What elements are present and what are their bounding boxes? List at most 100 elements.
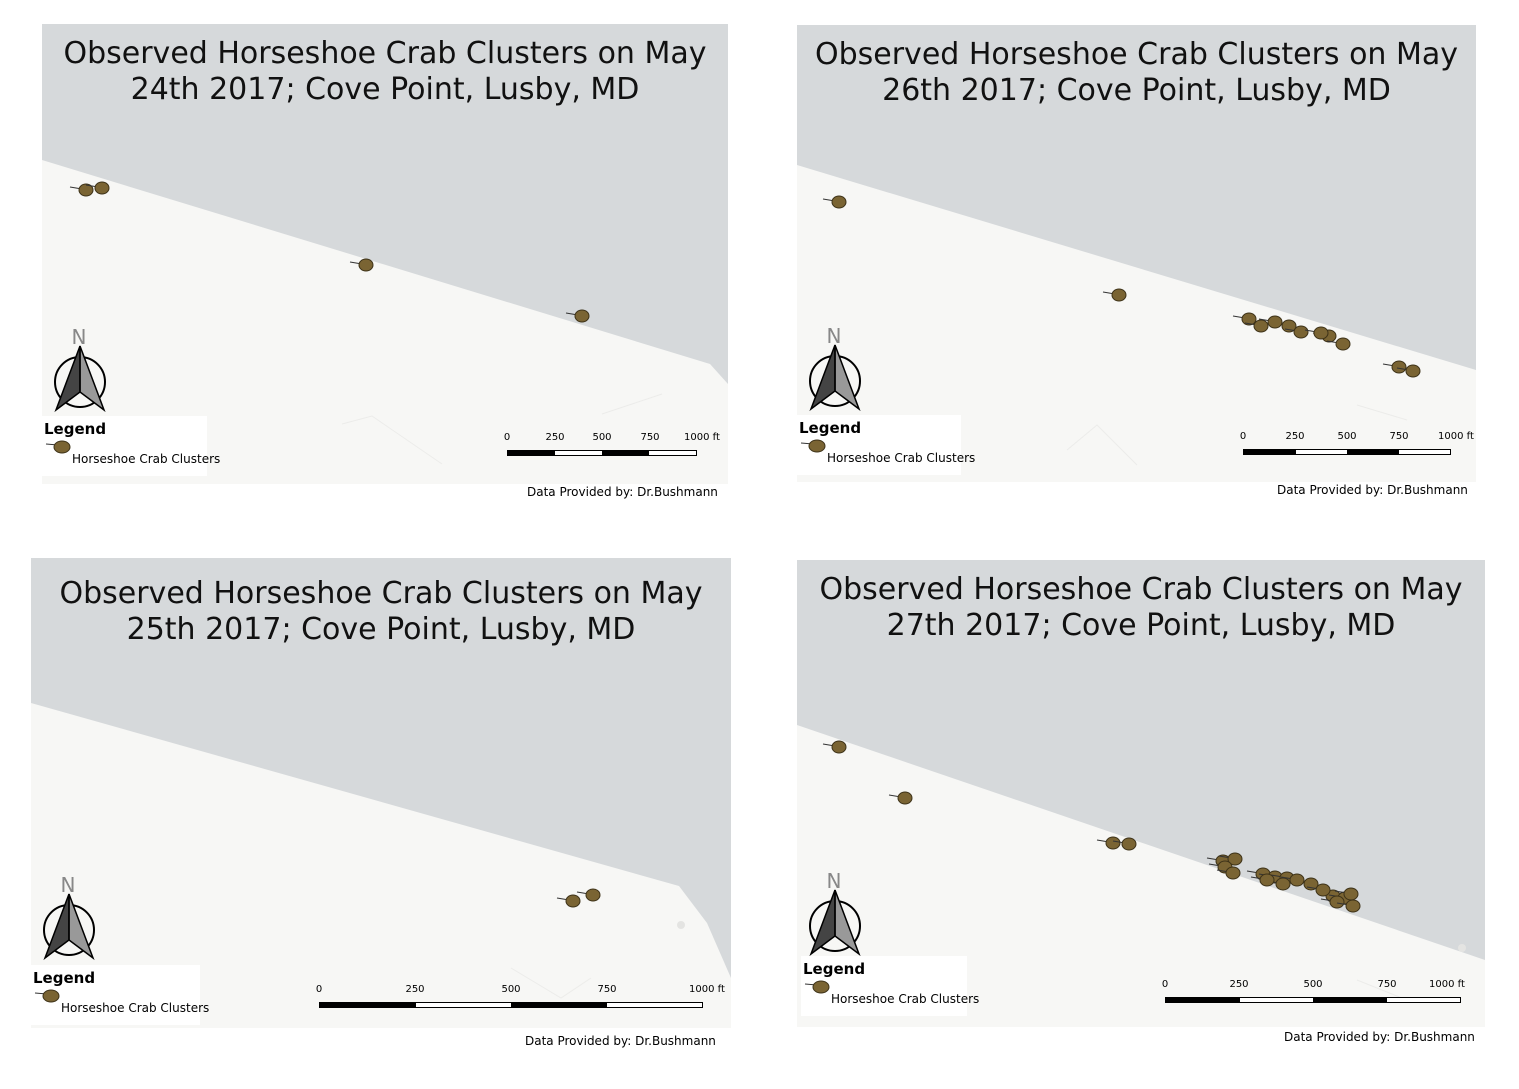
crab-cluster-marker — [1232, 312, 1257, 326]
crab-cluster-marker — [1396, 364, 1421, 378]
scale-tick: 250 — [1285, 431, 1305, 442]
scale-bar: 0 250 500 750 1000 ft — [1161, 979, 1465, 1009]
road-line — [341, 415, 443, 465]
crab-cluster-marker — [1336, 899, 1361, 913]
north-arrow-icon: N — [54, 325, 106, 413]
road-line — [1356, 404, 1408, 421]
map-frame: Observed Horseshoe Crab Clusters on May … — [31, 558, 731, 1028]
scale-bar-graphic — [1165, 997, 1461, 1003]
road-line — [1356, 979, 1408, 1001]
scale-bar: 0 250 500 750 1000 ft — [315, 984, 725, 1014]
map-title: Observed Horseshoe Crab Clusters on May … — [797, 37, 1476, 109]
scale-bar-graphic — [319, 1002, 703, 1008]
crab-cluster-marker — [1096, 836, 1121, 850]
crab-cluster-marker — [1266, 877, 1291, 891]
map-frame: Observed Horseshoe Crab Clusters on May … — [797, 25, 1476, 482]
crab-cluster-marker — [1216, 866, 1241, 880]
north-arrow: N — [52, 324, 108, 418]
crab-cluster-marker — [565, 309, 590, 323]
north-label: N — [827, 324, 842, 348]
crab-cluster-marker — [1304, 326, 1329, 340]
legend-title: Legend — [799, 419, 862, 437]
scale-bar: 0 250 500 750 1000 ft — [1240, 431, 1474, 461]
north-label: N — [72, 325, 87, 349]
crab-icon — [804, 980, 830, 994]
crab-cluster-group — [556, 888, 601, 908]
north-arrow-icon: N — [809, 869, 861, 957]
crab-cluster-marker — [1284, 325, 1309, 339]
crab-cluster-marker — [1244, 319, 1269, 333]
north-arrow-icon: N — [809, 324, 861, 412]
scale-tick: 750 — [1377, 979, 1397, 990]
north-label: N — [827, 869, 842, 893]
crab-cluster-marker — [822, 195, 847, 209]
map-title: Observed Horseshoe Crab Clusters on May … — [42, 36, 728, 108]
crab-icon — [34, 989, 60, 1003]
scale-tick: 500 — [592, 432, 612, 443]
crab-cluster-marker — [349, 258, 374, 272]
scale-tick: 1000 ft — [689, 984, 725, 995]
north-arrow: N — [41, 872, 97, 966]
scale-tick: 500 — [1337, 431, 1357, 442]
land-area — [797, 725, 1485, 1027]
map-frame: Observed Horseshoe Crab Clusters on May … — [797, 560, 1485, 1027]
scale-bar: 0 250 500 750 1000 ft — [504, 432, 720, 462]
map-base — [797, 165, 1476, 482]
legend: Legend Horseshoe Crab Clusters — [42, 416, 220, 476]
map-title-line-1: Observed Horseshoe Crab Clusters on May — [63, 36, 707, 71]
north-arrow-icon: N — [43, 873, 95, 961]
map-panel-may25: Observed Horseshoe Crab Clusters on May … — [31, 558, 731, 1058]
map-panel-may26: Observed Horseshoe Crab Clusters on May … — [797, 25, 1476, 505]
crab-cluster-marker — [1326, 337, 1351, 351]
legend: Legend Horseshoe Crab Clusters — [797, 415, 975, 475]
scale-tick: 750 — [1389, 431, 1409, 442]
crab-cluster-marker — [85, 181, 110, 195]
legend: Legend Horseshoe Crab Clusters — [31, 965, 209, 1025]
crab-cluster-marker — [576, 888, 601, 902]
crab-cluster-group — [69, 181, 590, 323]
crab-cluster-marker — [822, 740, 847, 754]
scale-tick: 0 — [1161, 979, 1169, 990]
scale-bar-graphic — [1243, 449, 1451, 455]
crab-cluster-group — [822, 195, 1421, 378]
scale-tick: 750 — [640, 432, 660, 443]
map-title-line-1: Observed Horseshoe Crab Clusters on May — [814, 37, 1458, 72]
road-line — [601, 393, 663, 415]
legend-label: Horseshoe Crab Clusters — [61, 1001, 210, 1015]
north-arrow: N — [807, 868, 863, 962]
north-arrow: N — [807, 323, 863, 417]
map-panel-may27: Observed Horseshoe Crab Clusters on May … — [797, 560, 1485, 1060]
scale-tick: 500 — [501, 984, 521, 995]
legend-label: Horseshoe Crab Clusters — [72, 452, 221, 466]
crab-cluster-marker — [69, 183, 94, 197]
map-title-line-2: 25th 2017; Cove Point, Lusby, MD — [126, 612, 636, 647]
scale-tick: 750 — [597, 984, 617, 995]
map-title-line-1: Observed Horseshoe Crab Clusters on May — [819, 572, 1463, 607]
scale-bar-graphic — [507, 450, 697, 456]
crab-cluster-marker — [1382, 360, 1407, 374]
map-base — [42, 160, 728, 484]
legend-title: Legend — [803, 960, 866, 978]
road-line — [510, 967, 592, 999]
scale-tick: 0 — [315, 984, 323, 995]
scale-tick: 250 — [545, 432, 565, 443]
data-credit: Data Provided by: Dr.Bushmann — [1284, 1030, 1475, 1044]
map-title-line-2: 27th 2017; Cove Point, Lusby, MD — [886, 608, 1396, 643]
scale-tick: 250 — [405, 984, 425, 995]
map-title: Observed Horseshoe Crab Clusters on May … — [797, 572, 1485, 644]
map-title-line-2: 24th 2017; Cove Point, Lusby, MD — [130, 72, 640, 107]
map-title-line-2: 26th 2017; Cove Point, Lusby, MD — [882, 73, 1391, 108]
crab-icon — [800, 439, 826, 453]
map-marker-dot — [1458, 944, 1466, 952]
map-title: Observed Horseshoe Crab Clusters on May … — [31, 576, 731, 648]
map-marker-dot — [677, 921, 685, 929]
land-area — [797, 165, 1476, 482]
scale-tick: 1000 ft — [684, 432, 720, 443]
scale-tick: 1000 ft — [1438, 431, 1474, 442]
crab-cluster-marker — [1334, 887, 1359, 901]
map-frame: Observed Horseshoe Crab Clusters on May … — [42, 24, 728, 484]
data-credit: Data Provided by: Dr.Bushmann — [1277, 483, 1468, 497]
legend-label: Horseshoe Crab Clusters — [827, 451, 976, 465]
crab-cluster-marker — [1258, 315, 1283, 329]
land-area — [42, 160, 728, 484]
